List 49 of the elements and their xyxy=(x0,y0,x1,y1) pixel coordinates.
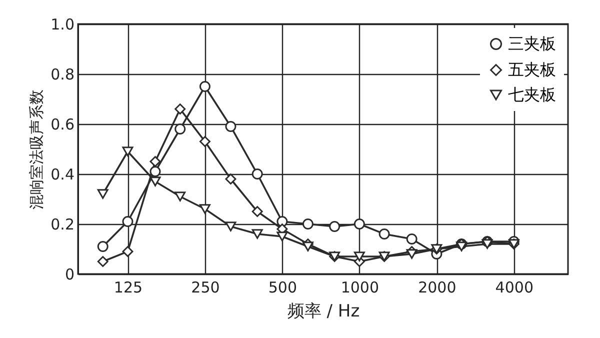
legend-label: 五夹板 xyxy=(508,60,556,79)
point xyxy=(225,121,236,132)
point xyxy=(482,239,493,249)
point xyxy=(276,232,288,242)
point xyxy=(199,204,210,214)
point xyxy=(122,146,134,156)
point xyxy=(97,189,108,199)
legend-label: 七夹板 xyxy=(508,85,556,104)
point xyxy=(97,256,108,267)
point xyxy=(122,216,134,227)
point xyxy=(354,218,365,230)
x-tick-label: 2000 xyxy=(418,278,456,296)
point xyxy=(354,252,365,262)
point xyxy=(302,218,314,230)
point xyxy=(150,176,161,186)
point xyxy=(174,192,186,202)
point xyxy=(378,228,390,240)
y-tick-label: 0.8 xyxy=(50,66,74,84)
x-tick-label: 4000 xyxy=(495,278,534,296)
point xyxy=(406,249,418,259)
point xyxy=(225,174,236,184)
y-tick-label: 0.6 xyxy=(50,116,74,134)
point xyxy=(302,242,314,252)
point xyxy=(252,229,263,239)
point xyxy=(329,221,340,232)
x-tick-label: 500 xyxy=(268,278,298,296)
y-tick-label: 0 xyxy=(64,266,74,284)
point xyxy=(174,104,186,114)
y-tick-label: 1.0 xyxy=(50,16,74,34)
point xyxy=(406,234,418,244)
point xyxy=(174,124,186,134)
legend-label: 三夹板 xyxy=(508,34,556,53)
point xyxy=(150,156,161,167)
point xyxy=(252,168,263,180)
y-tick-label: 0.2 xyxy=(50,216,74,234)
point xyxy=(150,166,161,177)
point xyxy=(456,242,468,252)
point xyxy=(97,241,108,252)
x-tick-label: 125 xyxy=(114,278,143,296)
y-axis-title: 混响室法吸声系数 xyxy=(28,90,46,210)
point xyxy=(199,136,210,147)
x-axis-title: 频率 / Hz xyxy=(287,302,360,322)
x-tick-label: 1000 xyxy=(340,278,380,296)
point xyxy=(225,222,236,232)
point xyxy=(252,206,263,217)
point xyxy=(122,246,134,257)
y-tick-label: 0.4 xyxy=(50,166,74,184)
point xyxy=(199,81,210,92)
x-tick-label: 250 xyxy=(191,278,220,296)
